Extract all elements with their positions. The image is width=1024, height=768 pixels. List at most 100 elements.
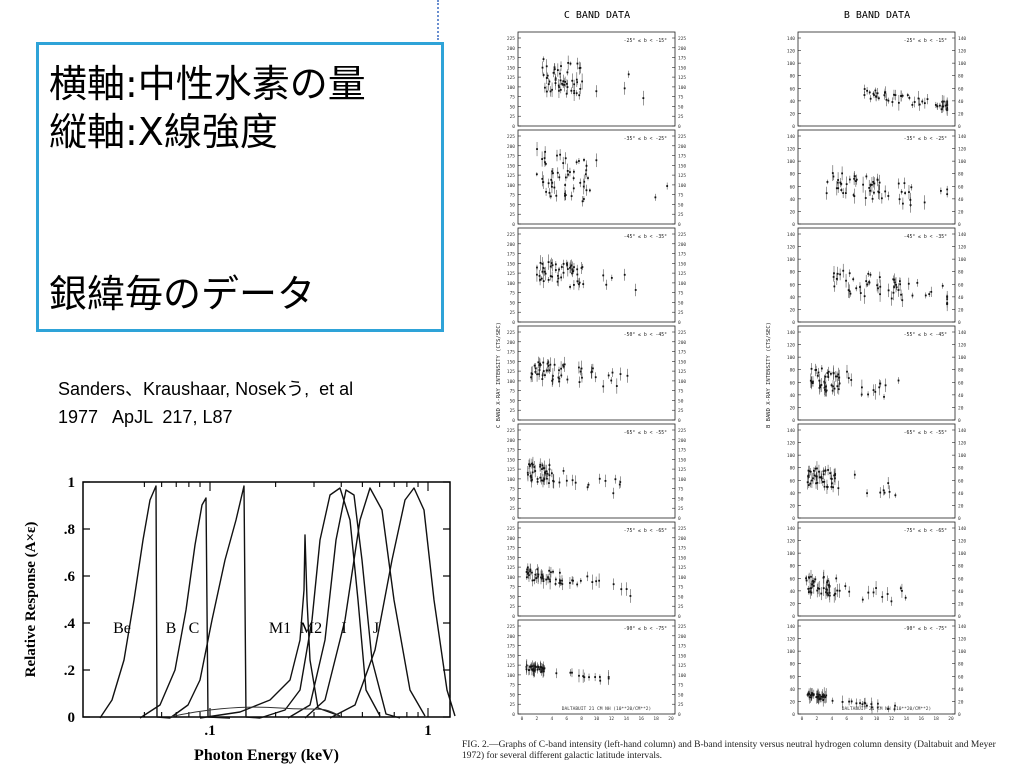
data-point	[620, 588, 623, 591]
data-point	[525, 571, 528, 573]
panel-latitude-label: -75° ≤ b < -65°	[904, 528, 947, 534]
panel-tick-label-right: 100	[958, 453, 966, 459]
data-point	[579, 66, 582, 69]
x-tick-label: 8	[860, 716, 863, 722]
data-point	[598, 579, 600, 582]
data-point	[538, 274, 541, 277]
panel-tick-label-right: 125	[678, 75, 686, 81]
c-band-panel-2	[517, 129, 676, 225]
data-point	[581, 80, 584, 83]
panel-tick-label: 100	[787, 159, 795, 165]
panel-tick-label: 125	[507, 565, 515, 571]
data-point	[839, 181, 842, 184]
panel-tick-label-right: 100	[678, 477, 686, 483]
panel-tick-label-right: 25	[678, 114, 684, 120]
data-point	[560, 266, 563, 268]
panel-tick-label: 150	[507, 555, 515, 561]
data-point	[563, 363, 566, 366]
panel-tick-label-right: 0	[958, 614, 961, 620]
data-point	[565, 92, 568, 95]
data-point	[822, 587, 825, 590]
data-point	[926, 98, 929, 101]
data-point	[859, 286, 861, 288]
data-point	[564, 157, 567, 160]
data-point	[558, 380, 561, 383]
data-point	[619, 481, 622, 483]
data-point	[826, 592, 829, 595]
data-point	[946, 302, 949, 305]
data-point	[818, 379, 821, 382]
data-point	[846, 370, 848, 373]
panel-tick-label: 40	[790, 687, 796, 693]
panel-tick-label-right: 40	[958, 99, 964, 105]
data-point	[542, 58, 545, 61]
data-point	[826, 372, 829, 374]
panel-tick-label-right: 225	[678, 134, 686, 140]
b-band-panel-1	[797, 31, 956, 127]
data-point	[848, 272, 851, 275]
data-point	[809, 470, 812, 473]
panel-tick-label: 40	[790, 295, 796, 301]
b-band-panel-3	[797, 227, 956, 323]
data-point	[542, 181, 545, 183]
data-point	[623, 87, 626, 90]
data-point	[946, 193, 949, 196]
data-point	[808, 470, 811, 473]
panel-tick-label-right: 100	[958, 159, 966, 165]
data-point	[826, 579, 829, 582]
data-point	[850, 700, 853, 703]
panel-tick-label: 20	[790, 601, 796, 607]
data-point	[814, 467, 817, 470]
data-point	[557, 277, 560, 280]
x-tick-label: 20	[668, 716, 674, 722]
panel-tick-label-right: 100	[678, 379, 686, 385]
panel-tick-label-right: 80	[958, 564, 964, 570]
x-tick-label: 16	[638, 716, 644, 722]
data-point	[544, 471, 546, 474]
data-point	[868, 281, 871, 284]
data-point	[545, 77, 548, 79]
data-point	[595, 159, 598, 162]
data-point	[550, 262, 553, 264]
data-point	[531, 665, 534, 668]
data-point	[581, 266, 584, 268]
panel-tick-label: 140	[787, 526, 795, 532]
x-tick-label: 2	[816, 716, 819, 722]
data-point	[571, 272, 573, 275]
data-point	[869, 97, 872, 100]
data-point	[573, 284, 575, 286]
data-point	[550, 472, 553, 475]
data-point	[887, 708, 890, 710]
data-point	[864, 702, 866, 705]
data-point	[830, 372, 832, 375]
data-point	[807, 474, 810, 477]
data-point	[876, 284, 879, 287]
data-point	[917, 97, 920, 100]
data-point	[543, 270, 546, 273]
data-point	[623, 273, 626, 276]
panel-tick-label: 120	[787, 441, 795, 447]
data-point	[547, 365, 550, 367]
data-point	[883, 395, 885, 398]
data-point	[850, 379, 853, 381]
panel-latitude-label: -65° ≤ b < -55°	[904, 430, 947, 436]
data-point	[542, 74, 545, 76]
y-tick-label: 1	[68, 475, 76, 491]
data-point	[831, 389, 834, 392]
data-point	[594, 376, 597, 379]
panel-tick-label-right: 120	[958, 49, 966, 55]
data-point	[535, 173, 538, 176]
data-point	[533, 364, 536, 367]
data-point	[900, 293, 902, 296]
data-point	[943, 100, 945, 103]
data-point	[820, 592, 823, 595]
data-point	[549, 90, 552, 93]
panel-tick-label: 120	[787, 245, 795, 251]
panel-tick-label-right: 120	[958, 637, 966, 643]
data-point	[542, 580, 545, 582]
panel-tick-label-right: 125	[678, 663, 686, 669]
data-point	[876, 706, 879, 709]
x-tick-label: 6	[565, 716, 568, 722]
y-tick-label: .6	[64, 569, 76, 585]
data-point	[553, 68, 556, 71]
